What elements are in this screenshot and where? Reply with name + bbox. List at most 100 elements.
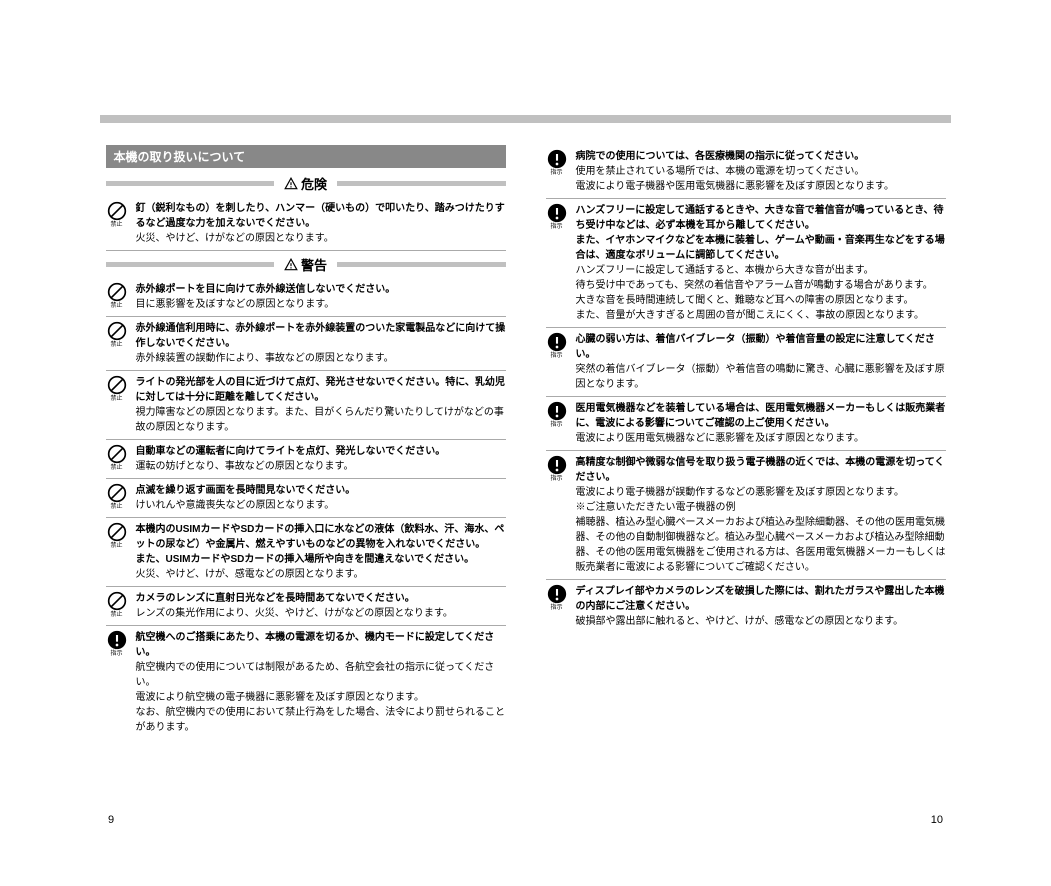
item-body-text: 運転の妨げとなり、事故などの原因となります。 — [136, 459, 506, 474]
warning-item: 指示高精度な制御や微弱な信号を取り扱う電子機器の近くでは、本機の電源を切ってくだ… — [546, 451, 946, 580]
instruct-icon: 指示 — [106, 630, 128, 735]
warning-item: 禁止 ライトの発光部を人の目に近づけて点灯、発光させないでください。特に、乳幼児に… — [106, 371, 506, 440]
item-body-text: 赤外線装置の誤動作により、事故などの原因となります。 — [136, 351, 506, 366]
item-bold-text: また、イヤホンマイクなどを本機に装着し、ゲームや動画・音楽再生などをする場合は、… — [576, 233, 946, 263]
item-text: 自動車などの運転者に向けてライトを点灯、発光しないでください。運転の妨げとなり、… — [136, 444, 506, 474]
icon-label: 禁止 — [110, 222, 122, 228]
item-text: 病院での使用については、各医療機関の指示に従ってください。使用を禁止されている場… — [576, 149, 946, 194]
item-bold-text: 高精度な制御や微弱な信号を取り扱う電子機器の近くでは、本機の電源を切ってください… — [576, 455, 946, 485]
instruct-icon: 指示 — [546, 401, 568, 446]
item-text: 心臓の弱い方は、着信バイブレータ（振動）や着信音量の設定に注意してください。突然… — [576, 332, 946, 392]
danger-items: 禁止 釘（鋭利なもの）を刺したり、ハンマー（硬いもの）で叩いたり、踏みつけたりする… — [106, 197, 506, 251]
item-text: 点滅を繰り返す画面を長時間見ないでください。けいれんや意識喪失などの原因となりま… — [136, 483, 506, 513]
icon-label: 禁止 — [110, 465, 122, 471]
warning-item: 禁止 釘（鋭利なもの）を刺したり、ハンマー（硬いもの）で叩いたり、踏みつけたりする… — [106, 197, 506, 251]
header-bar-left — [106, 262, 275, 267]
icon-label: 禁止 — [110, 303, 122, 309]
prohibit-icon: 禁止 — [106, 522, 128, 582]
right-column: 指示 病院での使用については、各医療機関の指示に従ってください。使用を禁止されてい… — [546, 145, 946, 739]
warning-item: 禁止本機内のUSIMカードやSDカードの挿入口に水などの液体（飲料水、汗、海水、… — [106, 518, 506, 587]
icon-label: 指示 — [550, 224, 562, 230]
icon-label: 指示 — [550, 353, 562, 359]
danger-text: 危険 — [301, 174, 327, 193]
item-body-text: 破損部や露出部に触れると、やけど、けが、感電などの原因となります。 — [576, 614, 946, 629]
warning-item: 禁止 赤外線ポートを目に向けて赤外線送信しないでください。目に悪影響を及ぼすなどの… — [106, 278, 506, 317]
warning-item: 指示 心臓の弱い方は、着信バイブレータ（振動）や着信音量の設定に注意してください。… — [546, 328, 946, 397]
warning-item: 指示 病院での使用については、各医療機関の指示に従ってください。使用を禁止されてい… — [546, 145, 946, 199]
warning-item: 指示航空機へのご搭乗にあたり、本機の電源を切るか、機内モードに設定してください。… — [106, 626, 506, 739]
item-text: ハンズフリーに設定して通話するときや、大きな音で着信音が鳴っているとき、待ち受け… — [576, 203, 946, 323]
item-bold-text: 赤外線ポートを目に向けて赤外線送信しないでください。 — [136, 282, 506, 297]
item-body-text: 使用を禁止されている場所では、本機の電源を切ってください。 — [576, 164, 946, 179]
header-bar-right — [337, 181, 506, 186]
item-bold-text: 点滅を繰り返す画面を長時間見ないでください。 — [136, 483, 506, 498]
warning-items-left: 禁止 赤外線ポートを目に向けて赤外線送信しないでください。目に悪影響を及ぼすなどの… — [106, 278, 506, 739]
item-text: 高精度な制御や微弱な信号を取り扱う電子機器の近くでは、本機の電源を切ってください… — [576, 455, 946, 575]
warning-triangle-icon — [284, 177, 298, 191]
item-bold-text: 医用電気機器などを装着している場合は、医用電気機器メーカーもしくは販売業者に、電… — [576, 401, 946, 431]
item-body-text: 電波により医用電気機器などに悪影響を及ぼす原因となります。 — [576, 431, 946, 446]
icon-label: 指示 — [550, 422, 562, 428]
item-body-text: 突然の着信バイブレータ（振動）や着信音の鳴動に驚き、心臓に悪影響を及ぼす原因とな… — [576, 362, 946, 392]
item-text: ディスプレイ部やカメラのレンズを破損した際には、割れたガラスや露出した本機の内部… — [576, 584, 946, 629]
prohibit-icon: 禁止 — [106, 201, 128, 246]
item-body-text: 航空機内での使用については制限があるため、各航空会社の指示に従ってください。 — [136, 660, 506, 690]
warning-item: 指示 医用電気機器などを装着している場合は、医用電気機器メーカーもしくは販売業者に… — [546, 397, 946, 451]
warning-item: 禁止 点滅を繰り返す画面を長時間見ないでください。けいれんや意識喪失などの原因とな… — [106, 479, 506, 518]
prohibit-icon: 禁止 — [106, 375, 128, 435]
item-text: 医用電気機器などを装着している場合は、医用電気機器メーカーもしくは販売業者に、電… — [576, 401, 946, 446]
item-body-text: レンズの集光作用により、火災、やけど、けがなどの原因となります。 — [136, 606, 506, 621]
warning-item: 禁止 カメラのレンズに直射日光などを長時間あてないでください。レンズの集光作用によ… — [106, 587, 506, 626]
item-bold-text: 釘（鋭利なもの）を刺したり、ハンマー（硬いもの）で叩いたり、踏みつけたりするなど… — [136, 201, 506, 231]
header-bar-right — [337, 262, 506, 267]
item-body-text: ※ご注意いただきたい電子機器の例 — [576, 500, 946, 515]
icon-label: 禁止 — [110, 504, 122, 510]
warning-label: 警告 — [274, 255, 337, 274]
item-bold-text: 航空機へのご搭乗にあたり、本機の電源を切るか、機内モードに設定してください。 — [136, 630, 506, 660]
instruct-icon: 指示 — [546, 203, 568, 323]
item-bold-text: 心臓の弱い方は、着信バイブレータ（振動）や着信音量の設定に注意してください。 — [576, 332, 946, 362]
icon-label: 禁止 — [110, 342, 122, 348]
left-column: 本機の取り扱いについて 危険 禁止釘（鋭利なもの）を刺したり、ハンマー（硬いもの… — [106, 145, 506, 739]
header-bar-left — [106, 181, 275, 186]
instruct-icon: 指示 — [546, 149, 568, 194]
item-bold-text: また、USIMカードやSDカードの挿入場所や向きを間違えないでください。 — [136, 552, 506, 567]
item-bold-text: ディスプレイ部やカメラのレンズを破損した際には、割れたガラスや露出した本機の内部… — [576, 584, 946, 614]
instruct-icon: 指示 — [546, 332, 568, 392]
item-text: 航空機へのご搭乗にあたり、本機の電源を切るか、機内モードに設定してください。航空… — [136, 630, 506, 735]
icon-label: 指示 — [550, 605, 562, 611]
danger-header: 危険 — [106, 174, 506, 193]
item-body-text: 補聴器、植込み型心臓ペースメーカおよび植込み型除細動器、その他の医用電気機器、そ… — [576, 515, 946, 575]
item-body-text: 火災、やけど、けが、感電などの原因となります。 — [136, 567, 506, 582]
item-body-text: けいれんや意識喪失などの原因となります。 — [136, 498, 506, 513]
item-bold-text: 自動車などの運転者に向けてライトを点灯、発光しないでください。 — [136, 444, 506, 459]
item-text: ライトの発光部を人の目に近づけて点灯、発光させないでください。特に、乳幼児に対し… — [136, 375, 506, 435]
warning-triangle-icon — [284, 258, 298, 272]
item-text: 赤外線ポートを目に向けて赤外線送信しないでください。目に悪影響を及ぼすなどの原因… — [136, 282, 506, 312]
item-text: 本機内のUSIMカードやSDカードの挿入口に水などの液体（飲料水、汗、海水、ペッ… — [136, 522, 506, 582]
prohibit-icon: 禁止 — [106, 444, 128, 474]
instruct-icon: 指示 — [546, 455, 568, 575]
prohibit-icon: 禁止 — [106, 282, 128, 312]
item-text: 赤外線通信利用時に、赤外線ポートを赤外線装置のついた家電製品などに向けて操作しな… — [136, 321, 506, 366]
item-bold-text: カメラのレンズに直射日光などを長時間あてないでください。 — [136, 591, 506, 606]
item-body-text: 火災、やけど、けがなどの原因となります。 — [136, 231, 506, 246]
warning-items-right: 指示 病院での使用については、各医療機関の指示に従ってください。使用を禁止されてい… — [546, 145, 946, 633]
warning-item: 禁止 赤外線通信利用時に、赤外線ポートを赤外線装置のついた家電製品などに向けて操作… — [106, 317, 506, 371]
item-bold-text: 病院での使用については、各医療機関の指示に従ってください。 — [576, 149, 946, 164]
item-body-text: ハンズフリーに設定して通話すると、本機から大きな音が出ます。 — [576, 263, 946, 278]
item-body-text: 電波により航空機の電子機器に悪影響を及ぼす原因となります。 — [136, 690, 506, 705]
item-bold-text: 赤外線通信利用時に、赤外線ポートを赤外線装置のついた家電製品などに向けて操作しな… — [136, 321, 506, 351]
icon-label: 指示 — [550, 170, 562, 176]
page-number-left: 9 — [108, 814, 114, 826]
icon-label: 禁止 — [110, 396, 122, 402]
prohibit-icon: 禁止 — [106, 321, 128, 366]
item-text: カメラのレンズに直射日光などを長時間あてないでください。レンズの集光作用により、… — [136, 591, 506, 621]
danger-label: 危険 — [274, 174, 337, 193]
item-bold-text: 本機内のUSIMカードやSDカードの挿入口に水などの液体（飲料水、汗、海水、ペッ… — [136, 522, 506, 552]
warning-item: 指示 ハンズフリーに設定して通話するときや、大きな音で着信音が鳴っているとき、待ち… — [546, 199, 946, 328]
item-body-text: また、音量が大きすぎると周囲の音が聞こえにくく、事故の原因となります。 — [576, 308, 946, 323]
page-number-right: 10 — [931, 814, 943, 826]
warning-item: 禁止 自動車などの運転者に向けてライトを点灯、発光しないでください。運転の妨げとな… — [106, 440, 506, 479]
icon-label: 禁止 — [110, 612, 122, 618]
